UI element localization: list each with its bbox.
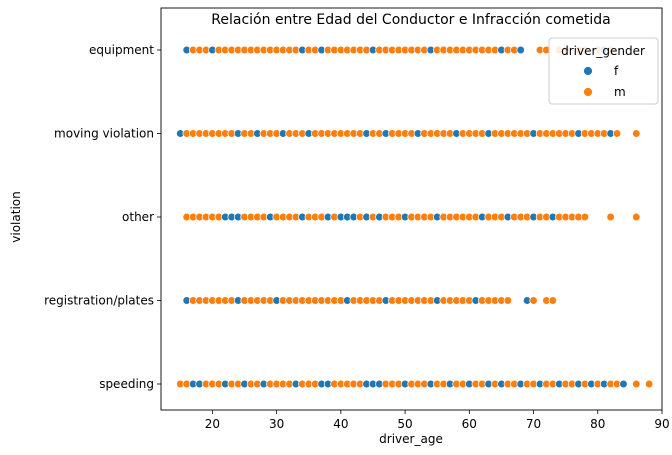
chart-title: Relación entre Edad del Conductor e Infr… — [211, 12, 610, 28]
data-point-m — [606, 212, 615, 222]
x-axis-ticks: 20 30 40 50 60 70 80 90 — [205, 410, 670, 431]
data-point-m — [632, 129, 641, 138]
x-tick-label: 40 — [333, 417, 348, 431]
legend-marker-f — [583, 66, 593, 76]
data-point-m — [503, 296, 512, 305]
x-tick-label: 20 — [205, 417, 220, 431]
data-point-m — [632, 379, 641, 389]
data-point-m — [632, 212, 641, 222]
data-point-m — [645, 379, 654, 389]
x-tick-label: 70 — [526, 417, 541, 431]
x-tick-label: 50 — [397, 417, 412, 431]
legend-marker-m — [583, 87, 593, 97]
legend-label-f: f — [614, 64, 619, 78]
y-tick-label: speeding — [99, 377, 154, 391]
y-axis-ticks: equipment moving violation other registrati… — [44, 43, 161, 391]
x-axis-label: driver_age — [379, 432, 443, 446]
x-tick-label: 80 — [590, 417, 605, 431]
data-point-m — [612, 129, 622, 138]
y-tick-label: moving violation — [54, 127, 154, 141]
data-point-m — [580, 212, 590, 222]
legend-box — [548, 37, 659, 105]
data-point-m — [548, 296, 557, 305]
x-tick-label: 60 — [462, 417, 477, 431]
legend-title: driver_gender — [561, 44, 645, 58]
data-point-m — [529, 296, 538, 305]
y-tick-label: equipment — [89, 43, 154, 57]
y-tick-label: other — [122, 210, 154, 224]
axes-frame — [160, 7, 663, 411]
y-axis-label: violation — [9, 191, 23, 242]
legend: driver_gender f m — [548, 37, 659, 105]
legend-label-m: m — [614, 85, 626, 99]
x-tick-label: 90 — [654, 417, 669, 431]
data-point-f — [516, 45, 525, 55]
y-tick-label: registration/plates — [44, 294, 154, 308]
data-point-f — [619, 379, 628, 389]
x-tick-label: 30 — [269, 417, 284, 431]
